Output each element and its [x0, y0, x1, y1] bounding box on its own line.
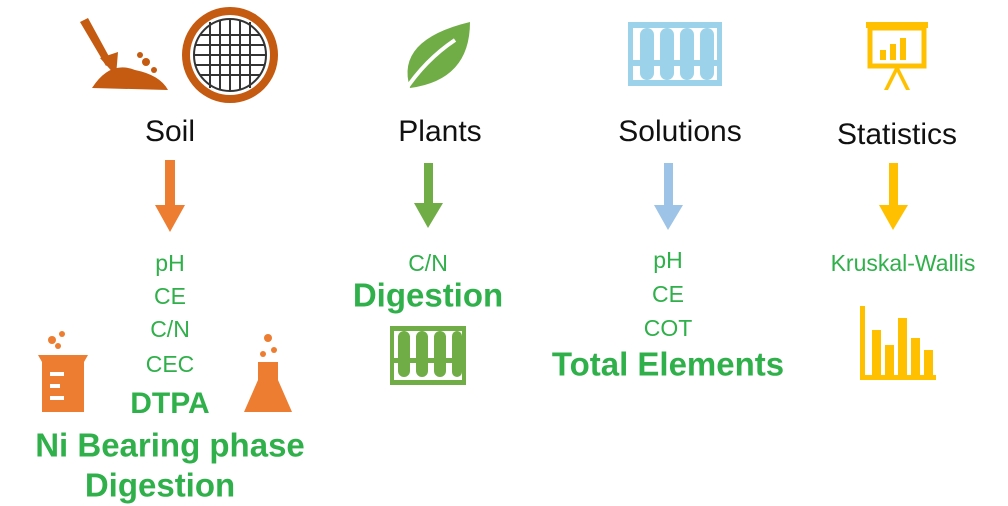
shovel-icon: [80, 18, 168, 90]
column-title: Statistics: [837, 118, 957, 151]
item: Ni Bearing phase: [35, 427, 305, 464]
arrow: [654, 163, 683, 230]
item: CE: [652, 281, 684, 307]
item: COT: [644, 315, 693, 341]
column-title: Soil: [145, 115, 195, 148]
item: Kruskal-Wallis: [831, 250, 976, 276]
item: C/N: [150, 316, 190, 342]
item: pH: [653, 247, 682, 273]
item: CE: [154, 283, 186, 309]
column-title: Solutions: [618, 115, 741, 148]
bar-chart-icon: [860, 306, 936, 380]
flask-icon: [244, 334, 292, 412]
arrow: [155, 160, 185, 232]
item: Digestion: [353, 277, 503, 314]
test-tubes-icon: [628, 22, 722, 86]
item: Total Elements: [552, 346, 784, 383]
item: Digestion: [85, 467, 235, 504]
arrow: [879, 163, 908, 230]
sieve-icon: [182, 7, 278, 103]
arrow: [414, 163, 443, 228]
presentation-icon: [866, 22, 928, 90]
test-tubes-icon: [390, 326, 466, 385]
item: C/N: [408, 250, 448, 276]
column-title: Plants: [398, 115, 481, 148]
beaker-icon: [38, 331, 88, 412]
item: pH: [155, 250, 184, 276]
leaf-icon: [402, 22, 470, 94]
item: DTPA: [130, 387, 209, 420]
item: CEC: [146, 351, 195, 377]
